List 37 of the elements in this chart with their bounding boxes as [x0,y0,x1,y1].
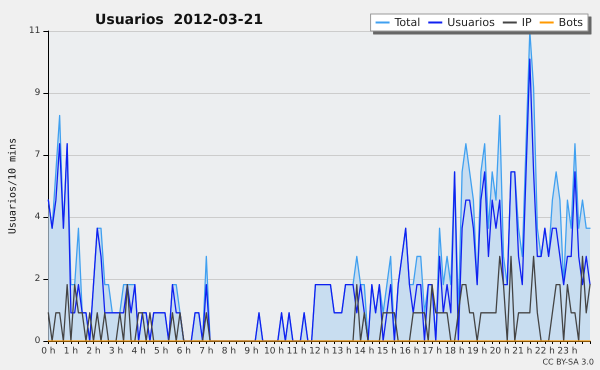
x-tick-label: 23 h [557,346,578,356]
x-tick-label: 15 h [376,346,397,356]
y-tick-label: 11 [28,26,40,36]
x-tick-label: 5 h [154,346,168,356]
x-tick-label: 4 h [131,346,146,356]
x-tick-label: 9 h [244,346,259,356]
y-tick-label: 2 [34,274,40,284]
legend-label: Bots [558,16,584,29]
x-tick-label: 20 h [490,346,510,356]
chart-title: Usuarios 2012-03-21 [95,12,264,28]
text: CC BY-SA 3.0 [542,358,594,366]
x-tick-label: 14 h [354,346,374,356]
x-tick-label: 11 h [286,346,307,356]
x-tick-label: 22 h [534,346,555,356]
y-tick-label: 7 [34,150,40,160]
x-tick-label: 6 h [176,346,191,356]
x-tick-label: 17 h [422,346,442,356]
legend-label: Usuarios [447,16,496,29]
x-tick-label: 16 h [399,346,420,356]
x-tick-label: 21 h [512,346,532,356]
x-tick-label: 13 h [332,346,352,356]
y-tick-label: 0 [34,336,41,346]
y-axis-title: Usuarios/10 mins [8,138,18,234]
x-tick-label: 12 h [309,346,330,356]
x-tick-label: 1 h [64,346,78,356]
legend-label: Total [394,16,420,29]
x-tick-label: 7 h [199,346,214,356]
x-tick-label: 10 h [264,346,284,356]
x-tick-label: 19 h [467,346,488,356]
x-tick-label: 0 h [41,346,56,356]
y-tick-label: 9 [34,88,41,98]
legend-label: IP [522,16,532,29]
x-tick-label: 2 h [86,346,101,356]
x-tick-label: 3 h [108,346,124,356]
x-tick-label: 8 h [222,346,236,356]
x-tick-label: 18 h [444,346,465,356]
y-tick-label: 4 [34,212,41,222]
